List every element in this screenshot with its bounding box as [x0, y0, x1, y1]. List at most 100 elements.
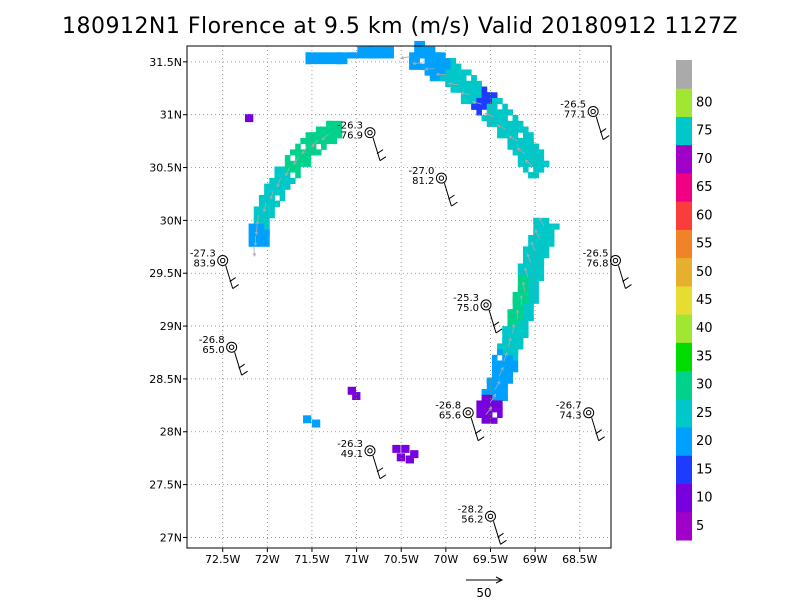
- dropsonde: -26.376.9: [337, 121, 387, 162]
- wind-cell: [481, 394, 488, 401]
- wind-cell: [450, 75, 457, 82]
- wind-cell: [538, 269, 545, 276]
- y-tick-label: 29.5N: [149, 267, 182, 280]
- wind-cell: [497, 394, 503, 401]
- wind-cell: [347, 386, 356, 395]
- wind-cell: [388, 46, 394, 53]
- wind-cell: [497, 109, 503, 116]
- wind-cell: [507, 371, 514, 379]
- wind-cell: [440, 58, 446, 65]
- wind-cell: [269, 212, 275, 219]
- wind-arrow: [511, 323, 516, 334]
- dropsonde: -26.865.6: [435, 401, 485, 442]
- wind-cell: [414, 63, 420, 70]
- wind-cell: [279, 166, 286, 173]
- wind-cell: [409, 63, 415, 70]
- wind-cell: [502, 383, 508, 390]
- wind-cell: [352, 392, 361, 401]
- wind-cell: [410, 450, 419, 459]
- wind-cell: [528, 314, 534, 321]
- wind-cell: [507, 331, 514, 339]
- wind-cell: [507, 366, 514, 373]
- y-tick-label: 28N: [160, 426, 182, 439]
- wind-cell: [466, 97, 472, 105]
- wind-cell: [414, 40, 420, 48]
- wind-cell: [486, 377, 493, 384]
- wind-cell: [538, 257, 545, 264]
- gridlines: [187, 46, 611, 548]
- dropsonde-ring: [217, 255, 229, 267]
- wind-cell: [491, 377, 498, 384]
- wind-cell: [460, 80, 467, 87]
- wind-cell: [517, 126, 524, 133]
- wind-cell: [538, 252, 545, 259]
- dropsonde-label: -26.3: [337, 121, 363, 132]
- dropsonde-label: 74.3: [559, 411, 581, 422]
- colorbar-segment: [676, 201, 692, 230]
- wind-cell: [248, 223, 255, 230]
- wind-cell: [258, 200, 265, 207]
- wind-cell: [450, 63, 457, 70]
- wind-cell: [502, 126, 508, 133]
- wind-cell: [326, 126, 332, 133]
- wind-cell: [357, 46, 363, 53]
- wind-cell: [429, 58, 436, 65]
- wind-cell: [336, 58, 343, 65]
- wind-cell: [528, 303, 534, 310]
- wind-cell: [491, 366, 498, 373]
- wind-cell: [279, 177, 286, 185]
- wind-cell: [486, 120, 493, 127]
- wind-barb: [493, 521, 507, 545]
- wind-cell: [481, 97, 488, 105]
- wind-arrow: [498, 366, 504, 377]
- wind-vectors: [252, 55, 545, 415]
- wind-barb: [443, 182, 458, 207]
- wind-cell: [486, 103, 493, 110]
- wind-arrow: [471, 100, 482, 105]
- wind-cell: [401, 444, 410, 453]
- wind-cell: [538, 155, 545, 162]
- colorbar-label: 20: [696, 434, 713, 449]
- wind-cell: [245, 114, 254, 123]
- wind-cell: [326, 132, 332, 139]
- wind-cell: [274, 166, 281, 173]
- wind-cell: [502, 343, 508, 350]
- wind-cell: [522, 126, 529, 133]
- wind-cell: [507, 377, 514, 384]
- wind-cell: [533, 240, 539, 247]
- wind-cell: [258, 240, 265, 247]
- wind-cell: [264, 189, 270, 196]
- wind-cell: [522, 263, 529, 270]
- wind-cell: [290, 160, 296, 167]
- x-tick-label: 69W: [523, 553, 548, 566]
- wind-cell: [538, 240, 545, 247]
- wind-cell: [310, 132, 317, 139]
- dropsonde-label: 75.0: [457, 303, 479, 314]
- wind-cell: [460, 86, 467, 93]
- x-tick-label: 72.5W: [205, 553, 240, 566]
- wind-cell: [321, 143, 327, 150]
- wind-cell: [429, 75, 436, 82]
- dropsonde: -25.375.0: [453, 293, 503, 334]
- wind-cell: [497, 360, 503, 367]
- wind-cell: [486, 400, 493, 407]
- dropsonde-ring: [609, 255, 621, 267]
- wind-cell: [528, 160, 534, 167]
- wind-arrow: [311, 139, 319, 148]
- wind-cell: [538, 234, 545, 242]
- wind-cell: [264, 240, 270, 247]
- wind-arrow: [301, 146, 308, 155]
- wind-cell: [512, 320, 519, 327]
- colorbar-segment: [676, 370, 692, 400]
- dropsonde-label: 56.2: [461, 514, 483, 525]
- wind-cell: [295, 166, 301, 173]
- wind-cell: [269, 183, 275, 190]
- wind-cell: [486, 389, 493, 396]
- wind-cell: [336, 132, 343, 139]
- wind-cell: [290, 149, 296, 156]
- wind-cell: [522, 160, 529, 167]
- wind-cell: [517, 326, 524, 333]
- wind-cell: [502, 115, 508, 122]
- wind-cell: [253, 212, 260, 219]
- wind-cell: [290, 177, 296, 185]
